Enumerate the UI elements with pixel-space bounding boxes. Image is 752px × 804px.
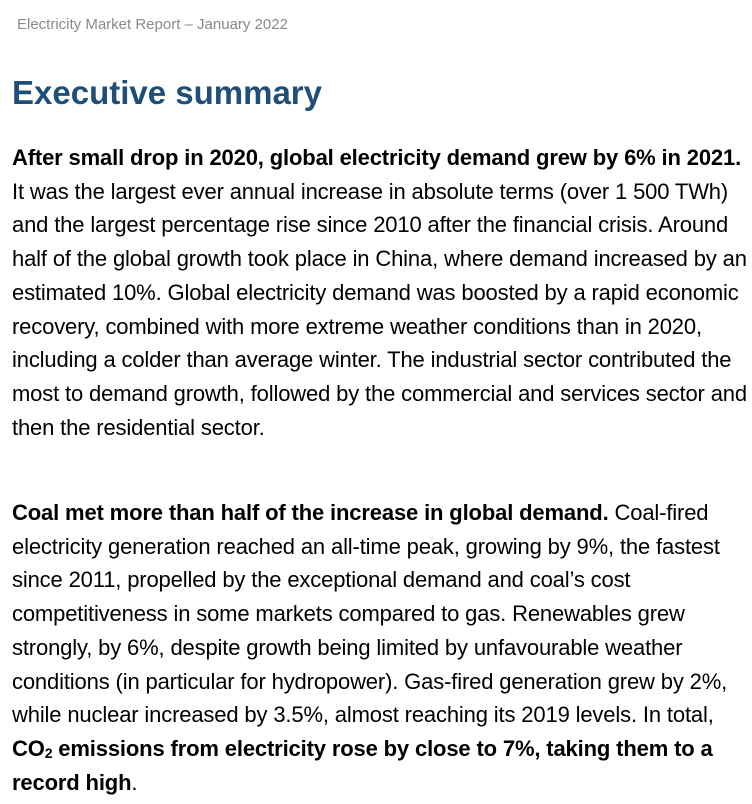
emissions-highlight: CO2 emissions from electricity rose by c…	[12, 736, 713, 795]
paragraph-coal: Coal met more than half of the increase …	[12, 496, 748, 799]
co2-subscript: 2	[44, 744, 53, 761]
running-header: Electricity Market Report – January 2022	[17, 16, 288, 33]
paragraph-end: .	[131, 769, 138, 795]
section-title: Executive summary	[12, 74, 323, 111]
paragraph-lead: After small drop in 2020, global electri…	[12, 145, 742, 170]
paragraph-body: It was the largest ever annual increase …	[12, 178, 747, 440]
emissions-text: emissions from electricity rose by close…	[12, 735, 713, 795]
paragraph-demand: After small drop in 2020, global electri…	[12, 141, 748, 444]
co2-label: CO	[12, 735, 45, 761]
paragraph-body: Coal-fired electricity generation reache…	[12, 500, 728, 728]
paragraph-lead: Coal met more than half of the increase …	[12, 500, 609, 525]
